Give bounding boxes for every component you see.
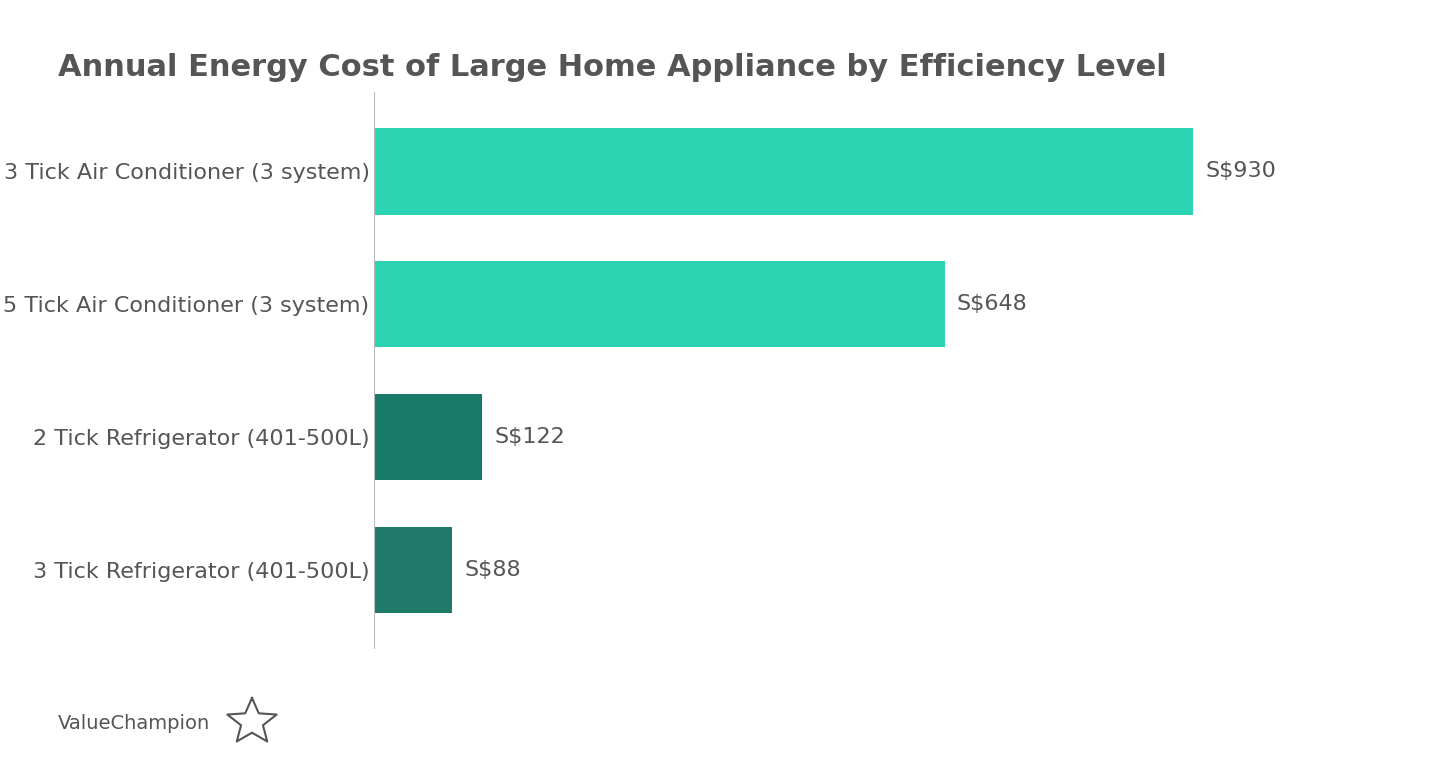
Bar: [374, 526, 452, 613]
Text: S$648: S$648: [958, 294, 1028, 314]
Text: S$930: S$930: [1205, 161, 1276, 181]
Text: S$88: S$88: [464, 560, 521, 580]
Bar: [374, 128, 1192, 215]
Text: Annual Energy Cost of Large Home Appliance by Efficiency Level: Annual Energy Cost of Large Home Applian…: [58, 53, 1166, 83]
Bar: [374, 393, 482, 480]
Text: ValueChampion: ValueChampion: [58, 714, 210, 733]
Text: S$122: S$122: [494, 427, 564, 447]
Bar: [374, 261, 945, 348]
